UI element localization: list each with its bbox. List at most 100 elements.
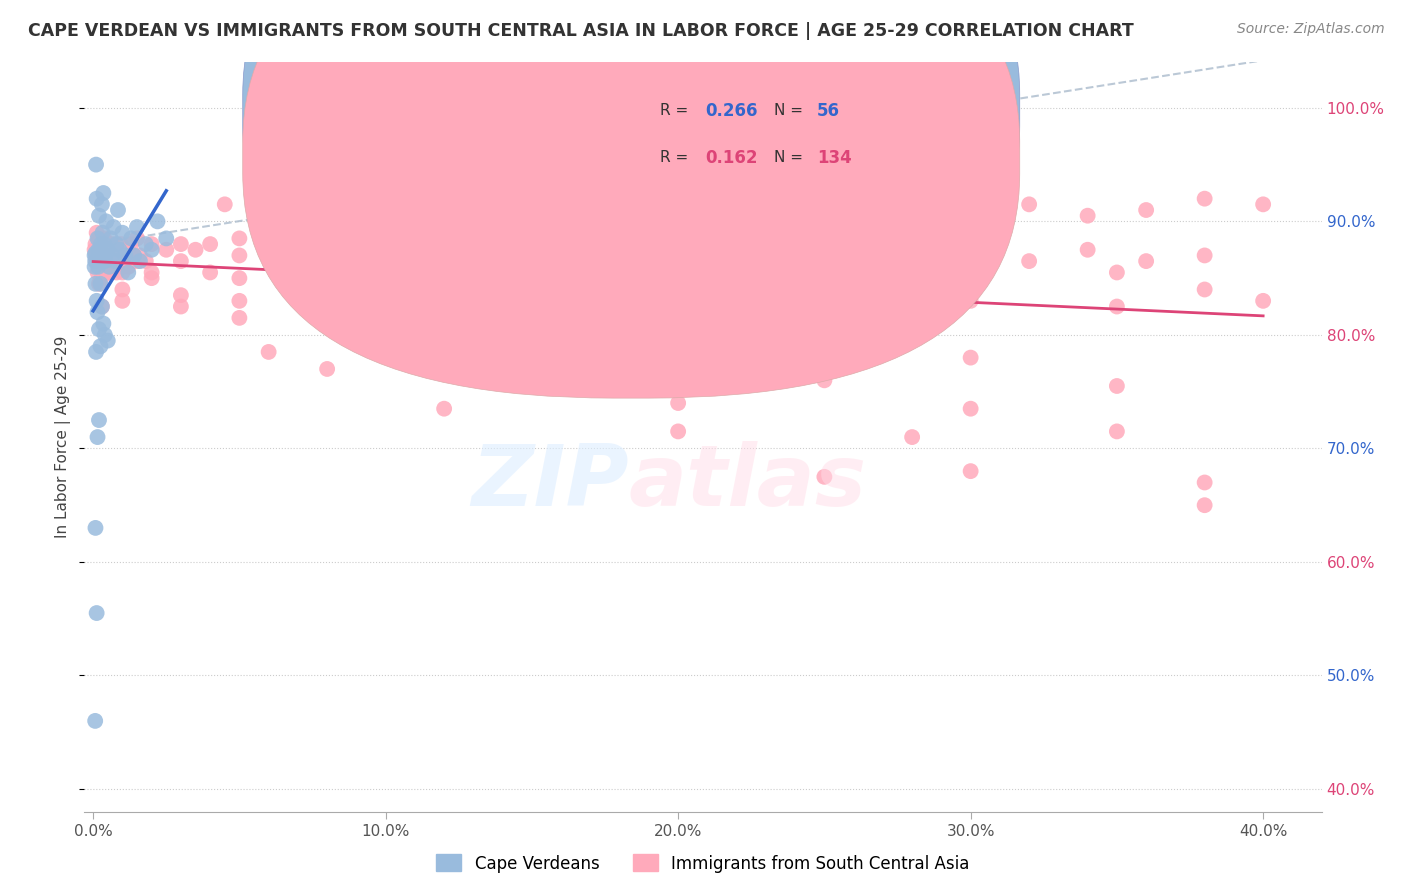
Point: [125, 220, 148, 235]
Point: [520, 248, 543, 262]
Point: [1194, 248, 1216, 262]
Point: [520, 300, 543, 314]
Point: [1105, 265, 1128, 279]
Text: 134: 134: [817, 149, 852, 167]
Point: [87, 277, 110, 291]
Point: [1194, 283, 1216, 297]
Point: [89, 277, 111, 291]
Point: [959, 202, 981, 217]
Point: [89, 248, 111, 262]
Point: [316, 277, 339, 291]
Point: [87, 231, 110, 245]
Point: [87, 243, 110, 257]
Point: [111, 260, 134, 274]
Point: [108, 254, 131, 268]
Point: [316, 300, 339, 314]
Point: [433, 197, 456, 211]
Text: ZIP: ZIP: [471, 441, 628, 524]
Point: [1135, 202, 1157, 217]
Point: [93, 248, 115, 262]
Point: [129, 248, 152, 262]
Point: [198, 265, 221, 279]
Point: [146, 214, 169, 228]
Point: [84, 158, 107, 172]
Point: [87, 260, 110, 274]
Point: [141, 271, 163, 285]
Point: [101, 248, 124, 262]
Point: [120, 231, 142, 245]
Point: [129, 254, 152, 268]
Point: [135, 254, 157, 268]
Point: [813, 322, 835, 336]
Point: [609, 345, 631, 359]
Point: [107, 202, 129, 217]
Point: [141, 265, 163, 279]
Point: [1194, 498, 1216, 512]
Point: [86, 430, 108, 444]
Point: [105, 237, 128, 252]
Legend: Cape Verdeans, Immigrants from South Central Asia: Cape Verdeans, Immigrants from South Cen…: [430, 847, 976, 880]
Point: [433, 339, 456, 353]
Point: [155, 231, 177, 245]
Point: [344, 220, 367, 235]
Point: [122, 248, 145, 262]
Point: [135, 237, 157, 252]
Point: [93, 254, 115, 268]
Point: [1018, 197, 1040, 211]
Point: [87, 209, 110, 223]
Point: [287, 260, 309, 274]
Point: [105, 265, 128, 279]
Point: [86, 265, 108, 279]
Point: [344, 243, 367, 257]
Point: [491, 214, 513, 228]
Point: [84, 254, 107, 268]
FancyBboxPatch shape: [243, 0, 1019, 398]
Point: [959, 293, 981, 308]
Point: [609, 209, 631, 223]
Point: [228, 310, 250, 325]
Point: [257, 248, 280, 262]
Point: [90, 197, 112, 211]
Point: [104, 243, 127, 257]
Point: [93, 186, 115, 200]
Point: [520, 368, 543, 382]
Point: [93, 231, 115, 245]
Point: [228, 231, 250, 245]
Point: [90, 300, 112, 314]
Point: [107, 248, 129, 262]
Point: [374, 317, 396, 331]
Point: [214, 197, 236, 211]
Point: [84, 237, 107, 252]
Point: [86, 231, 108, 245]
Point: [520, 265, 543, 279]
Point: [125, 254, 148, 268]
Point: [813, 339, 835, 353]
Point: [228, 248, 250, 262]
Point: [111, 265, 134, 279]
Point: [1018, 254, 1040, 268]
Point: [959, 351, 981, 365]
FancyBboxPatch shape: [598, 81, 883, 186]
Point: [901, 254, 924, 268]
Point: [316, 237, 339, 252]
Point: [94, 260, 117, 274]
Point: [1105, 425, 1128, 439]
Point: [550, 226, 572, 240]
Point: [813, 470, 835, 484]
Point: [89, 243, 111, 257]
Point: [114, 248, 136, 262]
Point: [90, 300, 112, 314]
Point: [111, 226, 134, 240]
Point: [170, 300, 193, 314]
Point: [89, 339, 111, 353]
Point: [94, 243, 117, 257]
Point: [101, 237, 124, 252]
Point: [97, 237, 120, 252]
Point: [84, 714, 107, 728]
Point: [228, 293, 250, 308]
Point: [120, 237, 142, 252]
Point: [83, 243, 105, 257]
Point: [901, 430, 924, 444]
Point: [84, 345, 107, 359]
Point: [785, 197, 807, 211]
